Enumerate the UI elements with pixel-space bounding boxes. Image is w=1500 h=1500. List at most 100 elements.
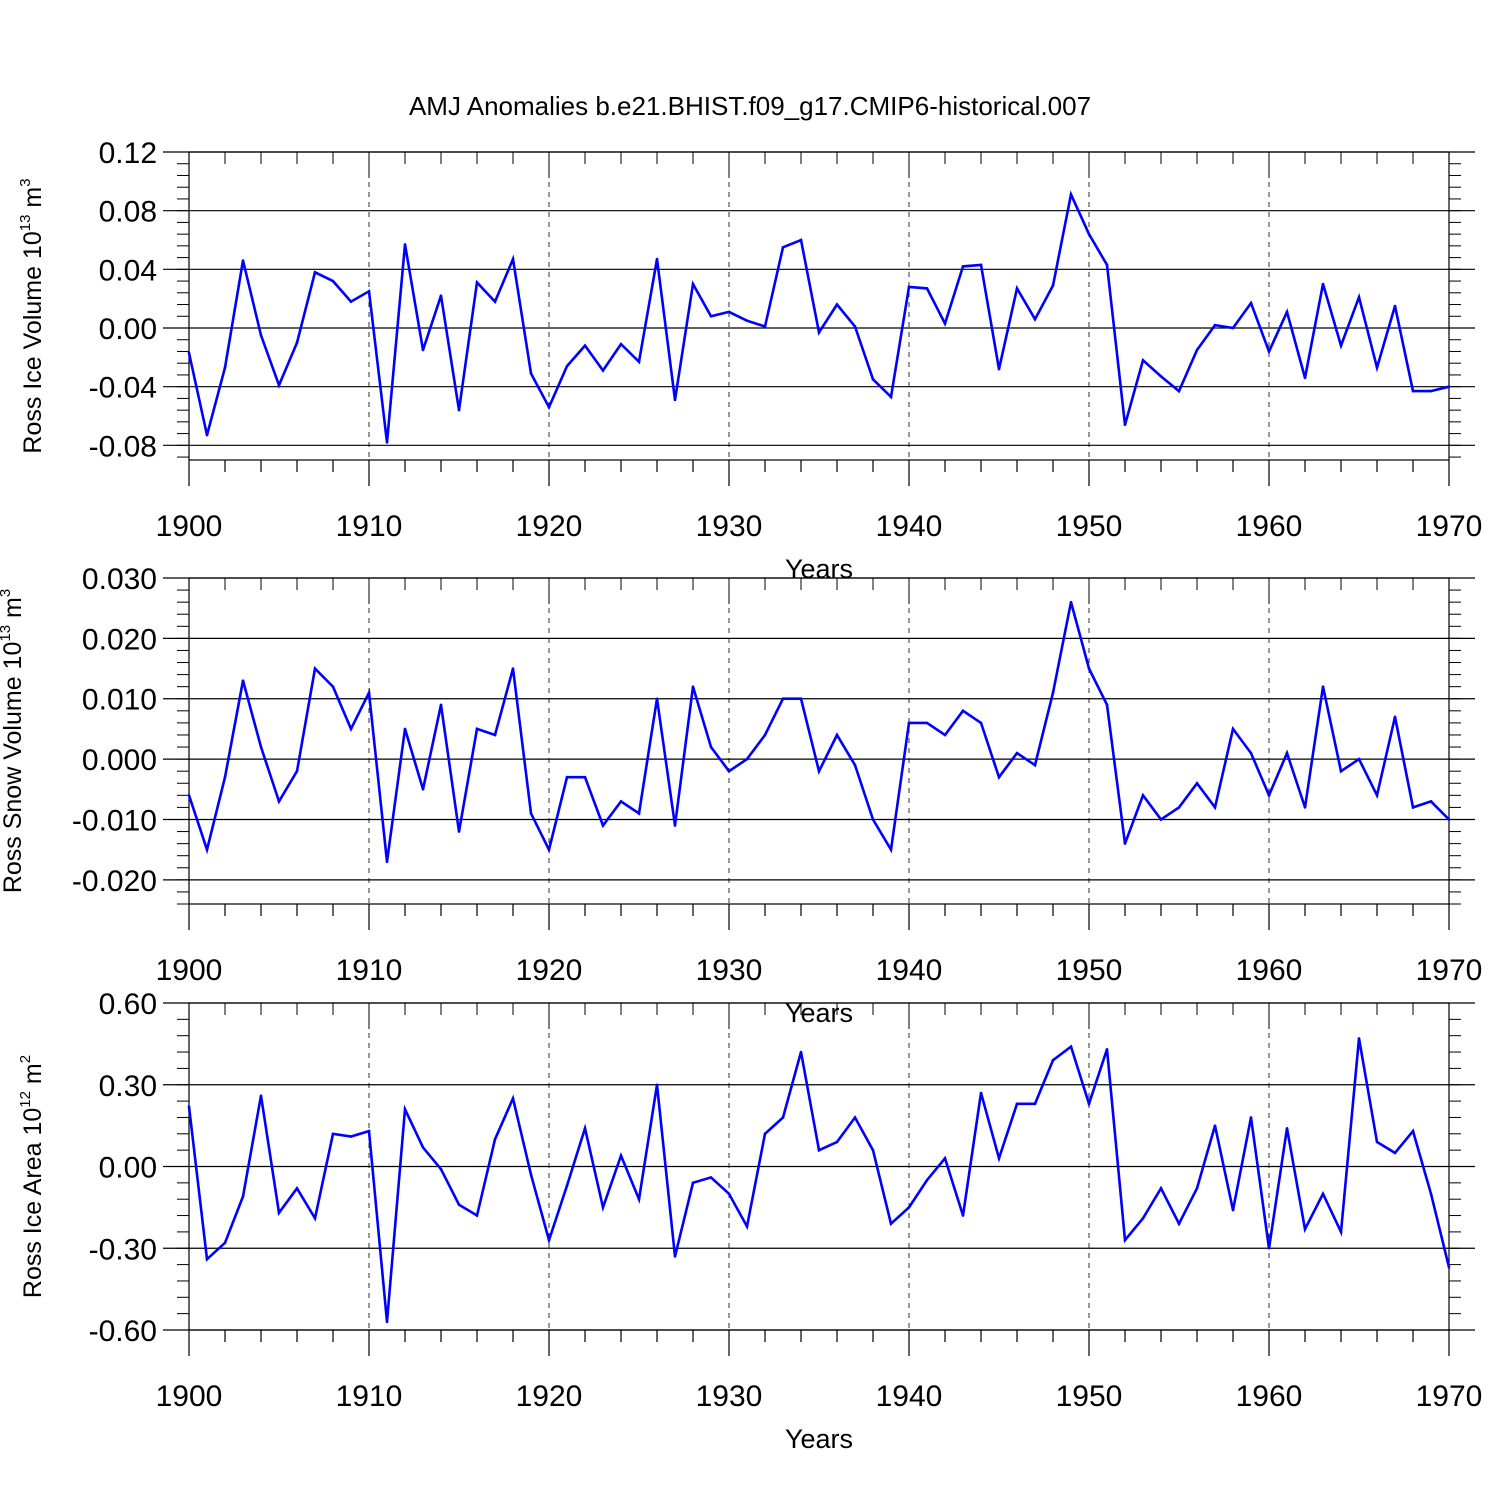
panel-2-x-tick-label: 1930 (696, 954, 763, 987)
panel-1-data-point (1123, 423, 1127, 427)
panel-3-y-tick-label: -0.30 (89, 1233, 157, 1266)
panel-1-data-point (871, 378, 875, 381)
panel-2-data-point (1357, 757, 1361, 761)
panel-3-data-point (1411, 1129, 1415, 1133)
panel-3-data-point (565, 1184, 569, 1187)
panel-1-data-point (349, 300, 353, 303)
panel-1-data-point (565, 364, 569, 368)
panel-1-data-point (997, 367, 1001, 371)
panel-2-plot-frame (188, 577, 1450, 905)
panel-2-data-point (1429, 800, 1433, 803)
panel-3-data-point (997, 1157, 1001, 1160)
panel-2-data-point (1285, 751, 1289, 755)
panel-2-data-point (1123, 842, 1127, 845)
panel-1-x-axis-label: Years (785, 554, 853, 584)
panel-2-series-line (187, 601, 1450, 862)
panel-1-data-point (1447, 385, 1451, 388)
panel-3-data-point (493, 1137, 497, 1141)
panel-3-data-point (1123, 1238, 1127, 1242)
panel-3-data-point (205, 1257, 209, 1261)
panel-1-data-point (1141, 358, 1145, 362)
panel-2-data-point (1393, 715, 1397, 719)
panel-1-data-point (799, 238, 803, 242)
panel-1-x-tick-label: 1970 (1416, 510, 1483, 543)
panel-1-data-point (1105, 263, 1109, 267)
panel-2-data-point (457, 830, 461, 833)
panel-2-data-point (367, 691, 371, 695)
panel-3-y-axis-label-ylabel-text: Ross Ice Area 10 (19, 1108, 47, 1298)
panel-1-data-point (331, 279, 335, 283)
panel-2-data-point (961, 709, 965, 713)
panel-2-data-point (421, 787, 425, 791)
panel-2-y-tick-label: 0.010 (82, 684, 157, 717)
panel-1-data-point (925, 287, 929, 290)
panel-3-data-point (943, 1157, 947, 1160)
panel-3-series-line (187, 1038, 1451, 1322)
panel-3-data-point (637, 1197, 641, 1201)
panel-2-x-tick-label: 1910 (336, 954, 403, 987)
panel-3-data-point (961, 1214, 965, 1217)
panel-2-data-point (1213, 806, 1217, 809)
panel-3-data-point (799, 1050, 803, 1054)
panel-1-data-point (403, 243, 407, 246)
panel-3-y-axis-label: Ross Ice Area 1012 m2 (17, 1055, 47, 1298)
panel-2-data-point (583, 775, 587, 779)
panel-3-data-point (1195, 1187, 1199, 1190)
panel-3-x-tick-label: 1950 (1056, 1380, 1123, 1413)
panel-3-data-point (1105, 1048, 1109, 1051)
panel-1-data-point (1231, 326, 1235, 330)
panel-1-data-point (529, 372, 533, 375)
panel-2-data-point (691, 685, 695, 688)
panel-2-data-point (1105, 703, 1109, 707)
panel-3-data-point (781, 1116, 785, 1119)
panel-3-y-tick-label: 0.60 (99, 988, 157, 1021)
panel-2-data-point (1375, 794, 1379, 797)
panel-3-data-point (223, 1241, 227, 1245)
panel-3-y-tick-label: -0.60 (89, 1315, 157, 1348)
panel-3-data-point (313, 1216, 317, 1220)
panel-1-data-point (295, 341, 299, 344)
panel-3-data-point (331, 1132, 335, 1136)
panel-2-data-point (223, 775, 227, 779)
panel-3-data-point (187, 1105, 191, 1108)
panel-1-data-point (205, 433, 209, 437)
panel-2-data-point (439, 703, 443, 707)
panel-2-data-point (655, 697, 659, 701)
panel-1-data-point (547, 405, 551, 409)
panel-2-data-point (925, 721, 929, 725)
panel-1-data-point (763, 325, 767, 328)
panel-3-data-point (277, 1211, 281, 1215)
panel-3-data-point (367, 1129, 371, 1133)
panel-1-data-point (511, 257, 515, 261)
panel-2-data-point (727, 769, 731, 773)
panel-2-data-point (1087, 667, 1091, 670)
panel-2-data-point (1447, 818, 1451, 821)
panel-2-data-point (871, 818, 875, 821)
panel-1-y-tick-label: -0.04 (89, 372, 157, 405)
panel-2-data-point (1267, 794, 1271, 797)
panel-1-x-tick-label: 1950 (1056, 510, 1123, 543)
panel-1-data-point (1069, 193, 1073, 196)
panel-1-data-point (709, 314, 713, 318)
panel-2-data-point (1069, 600, 1073, 604)
panel-1-data-point (1213, 323, 1217, 327)
panel-3-data-point (673, 1255, 677, 1258)
panel-2-data-point (1015, 751, 1019, 755)
panel-2-data-point (817, 769, 821, 773)
panel-2-data-point (385, 860, 389, 864)
panel-3-data-point (1051, 1058, 1055, 1062)
panel-3-data-point (925, 1178, 929, 1182)
panel-2-data-point (403, 727, 407, 731)
panel-1-data-point (1429, 389, 1433, 393)
panel-2-data-point (295, 769, 299, 773)
panel-3-data-point (1087, 1102, 1091, 1106)
panel-3-y-axis-label-ylabel-unit-exp: 2 (17, 1055, 34, 1063)
panel-2-data-point (331, 685, 335, 688)
panel-1-y-tick-label: 0.04 (99, 254, 157, 287)
panel-1-data-point (835, 303, 839, 306)
panel-3-data-point (475, 1214, 479, 1217)
panel-3-data-point (259, 1094, 263, 1097)
panel-2-data-point (763, 733, 767, 737)
panel-1-y-tick-label: 0.00 (99, 313, 157, 346)
panel-1-data-point (1015, 287, 1019, 290)
